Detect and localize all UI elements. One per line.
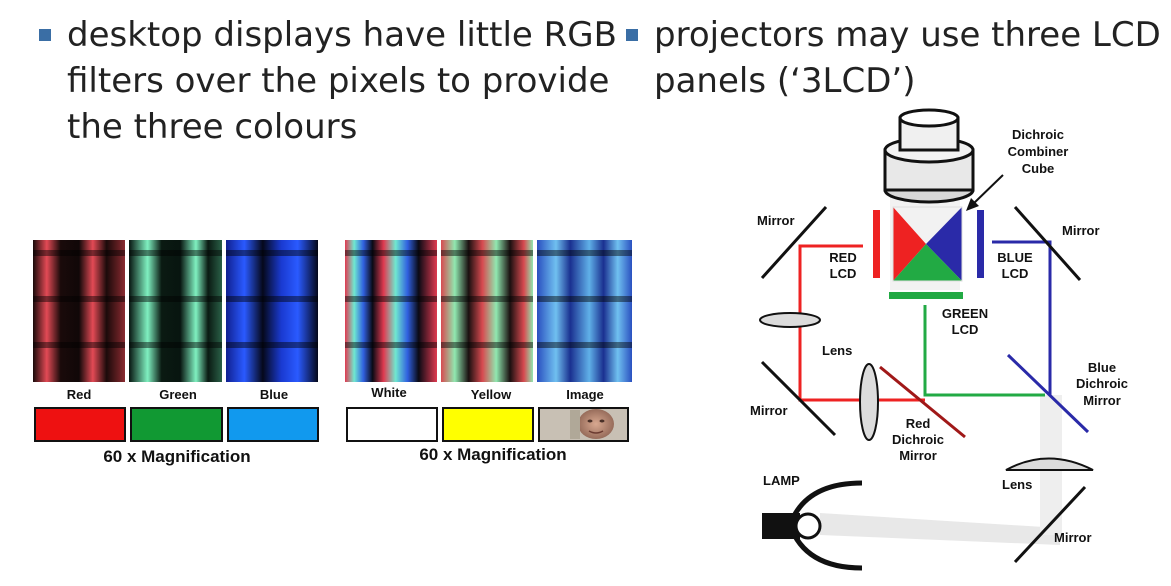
label-blue-lcd-line1: BLUE: [997, 250, 1033, 265]
caption-magnification-left: 60 x Magnification: [103, 447, 250, 466]
swatch-yellow: [442, 407, 534, 442]
label-blue-lcd-line2: LCD: [1002, 266, 1029, 281]
three-lcd-diagram: Dichroic Combiner Cube Mirror Mirror RED…: [750, 108, 1128, 571]
label-mirror-left: Mirror: [750, 403, 788, 418]
cube-pointer-arrow: [971, 174, 1004, 206]
bullet-line: projectors may use three LCD: [654, 15, 1161, 55]
label-blue-dichroic-line1: Blue: [1088, 360, 1116, 375]
label-mirror-bottom: Mirror: [1054, 530, 1092, 545]
label-red-dichroic-line3: Mirror: [899, 448, 937, 463]
swatch-white: [346, 407, 438, 442]
green-light-path: [923, 305, 1045, 397]
label-green: Green: [159, 387, 197, 402]
swatch-red: [34, 407, 126, 442]
bullet-desktop-displays: desktop displays have little RGB filters…: [39, 12, 617, 150]
label-lens-left: Lens: [822, 343, 852, 358]
swatch-image-thumbnail: [538, 407, 629, 442]
pixel-grid-overlay: [537, 240, 632, 382]
pixel-figure-left: Red Green Blue 60 x Magnification: [33, 240, 319, 466]
mirror-left: [760, 360, 837, 437]
swatch-green: [130, 407, 223, 442]
label-cube-line2: Combiner: [1008, 144, 1069, 159]
label-red: Red: [67, 387, 92, 402]
arrow-head-icon: [966, 198, 979, 211]
label-red-dichroic-line2: Dichroic: [892, 432, 944, 447]
bullet-line: the three colours: [67, 107, 358, 147]
label-green-lcd-line2: LCD: [952, 322, 979, 337]
label-red-dichroic-line1: Red: [906, 416, 931, 431]
label-green-lcd-line1: GREEN: [942, 306, 988, 321]
projection-lens-icon: [883, 108, 975, 204]
pixel-grid-overlay: [33, 240, 125, 382]
bullet-line: filters over the pixels to provide: [67, 61, 610, 101]
label-yellow: Yellow: [471, 387, 512, 402]
mirror-top-left: [760, 205, 828, 280]
red-lcd-panel: [873, 210, 880, 278]
bullet-line: panels (‘3LCD’): [654, 61, 916, 101]
lens-middle-icon: [859, 363, 879, 441]
blue-dichroic-mirror: [1006, 353, 1090, 434]
label-mirror-top-left: Mirror: [757, 213, 795, 228]
mirror-top-right: [1013, 206, 1082, 281]
lamp-icon: [762, 480, 863, 571]
swatch-blue: [227, 407, 319, 442]
pixel-grid-overlay: [226, 240, 318, 382]
label-red-lcd-line1: RED: [829, 250, 856, 265]
blue-light-path: [992, 240, 1052, 395]
bullet-line: desktop displays have little RGB: [67, 15, 617, 55]
label-blue-dichroic-line3: Mirror: [1083, 393, 1121, 408]
bullet-marker-icon: [39, 29, 51, 41]
label-image: Image: [566, 387, 604, 402]
label-mirror-top-right: Mirror: [1062, 223, 1100, 238]
red-dichroic-mirror: [879, 365, 966, 439]
lens-bottom-icon: [1005, 457, 1094, 471]
blue-lcd-panel: [977, 210, 984, 278]
label-cube-line3: Cube: [1022, 161, 1055, 176]
label-cube-line1: Dichroic: [1012, 127, 1064, 142]
green-lcd-panel: [889, 292, 963, 299]
pixel-figure-middle: White Yellow Image 60 x Magnification: [345, 240, 632, 464]
label-red-lcd-line2: LCD: [830, 266, 857, 281]
pixel-grid-overlay: [441, 240, 533, 382]
bullet-marker-icon: [626, 29, 638, 41]
bullet-projectors: projectors may use three LCD panels (‘3L…: [626, 12, 1161, 104]
mirror-bottom: [1013, 485, 1087, 564]
label-lamp: LAMP: [763, 473, 800, 488]
label-white: White: [371, 385, 406, 400]
pixel-grid-overlay: [345, 240, 437, 382]
pixel-grid-overlay: [129, 240, 222, 382]
label-lens-bottom: Lens: [1002, 477, 1032, 492]
label-blue: Blue: [260, 387, 288, 402]
label-blue-dichroic-line2: Dichroic: [1076, 376, 1128, 391]
caption-magnification-middle: 60 x Magnification: [419, 445, 566, 464]
lamp-light-beam: [820, 513, 1060, 545]
lens-left-icon: [759, 312, 821, 328]
dichroic-combiner-cube: [892, 206, 963, 282]
